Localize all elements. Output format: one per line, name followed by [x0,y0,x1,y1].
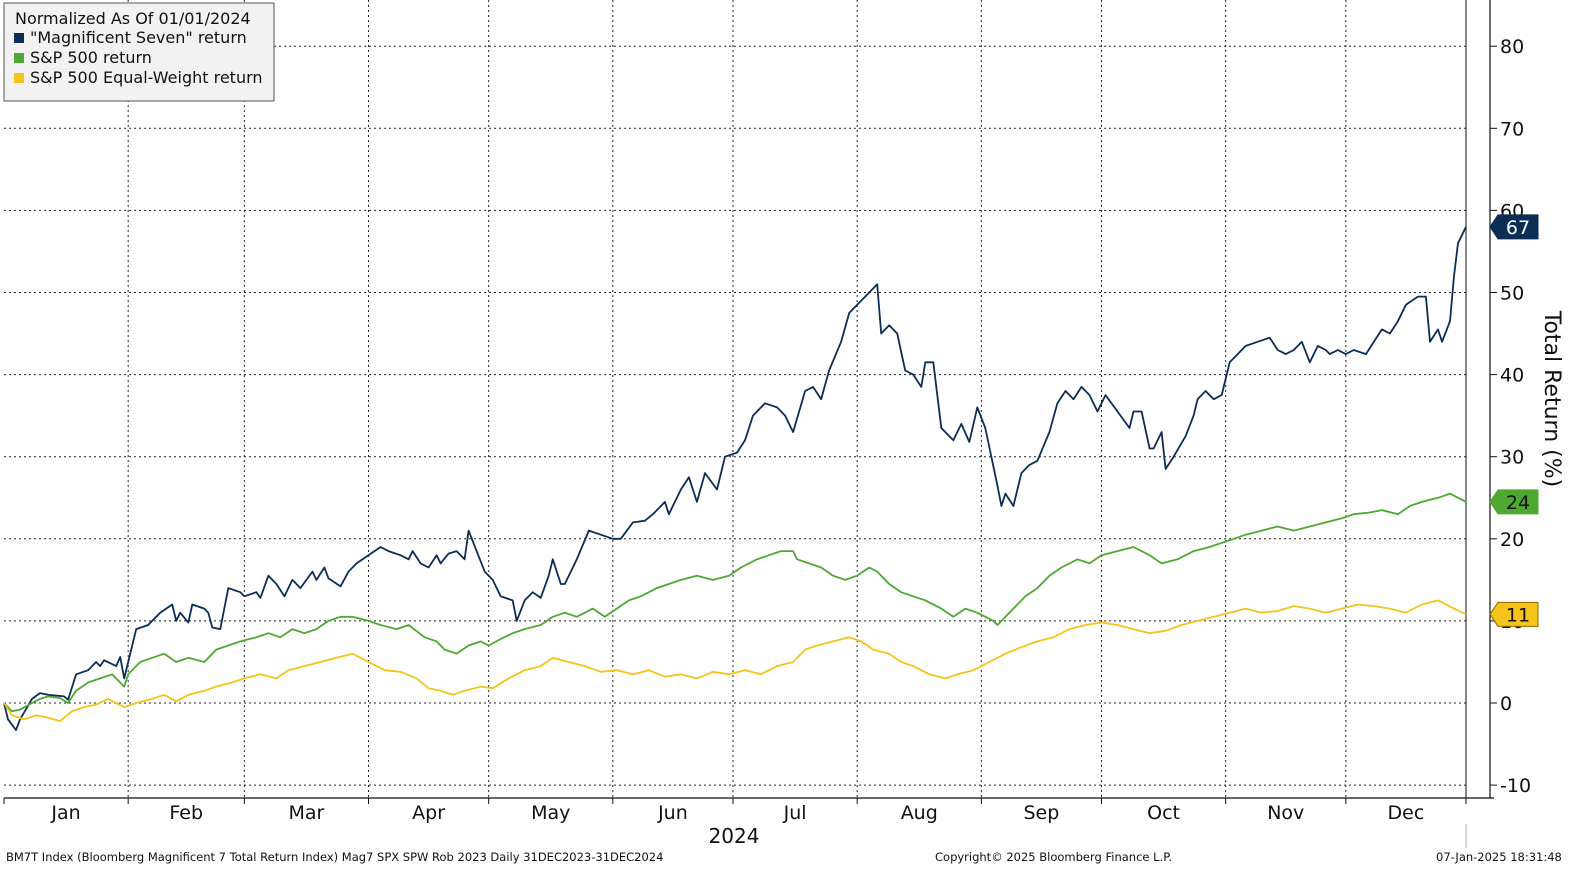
legend-entry: S&P 500 return [30,48,152,67]
series-line-2 [3,492,1467,713]
legend-swatch [14,73,24,83]
y-tick-label: 50 [1500,283,1524,305]
end-value-label: 11 [1506,604,1530,626]
x-tick-label: Aug [901,802,938,824]
legend-swatch [14,53,24,63]
y-tick-label: 70 [1500,118,1524,140]
footer-source: BM7T Index (Bloomberg Magnificent 7 Tota… [6,850,664,864]
y-tick-label: -10 [1500,775,1531,797]
x-axis-label: 2024 [709,824,760,848]
x-tick-label: Dec [1388,802,1425,824]
x-tick-label: Mar [288,802,324,824]
x-tick-label: Feb [169,802,203,824]
end-value-label: 24 [1506,492,1530,514]
legend-box [3,2,275,102]
legend-entry: "Magnificent Seven" return [30,28,247,47]
footer-timestamp: 07-Jan-2025 18:31:48 [1436,850,1562,864]
series-line-1 [3,226,1467,731]
y-axis-label: Total Return (%) [1539,310,1564,487]
y-tick-label: 40 [1500,365,1524,387]
x-tick-label: Oct [1147,802,1180,824]
end-value-tag-bg [1489,601,1539,627]
x-tick-label: Sep [1024,802,1060,824]
footer-copyright: Copyright© 2025 Bloomberg Finance L.P. [935,850,1172,864]
end-value-tag-bg [1489,214,1539,240]
x-tick-label: May [531,802,570,824]
legend-swatch [14,33,24,43]
x-tick-label: Nov [1267,802,1304,824]
end-value-tag-bg [1489,489,1539,515]
y-tick-label: 30 [1500,447,1524,469]
x-tick-label: Jan [50,802,80,824]
y-tick-label: 0 [1500,693,1512,715]
legend-entry: S&P 500 Equal-Weight return [30,68,263,87]
series-line-3 [3,599,1467,722]
x-tick-label: Jun [657,802,688,824]
y-tick-label: 20 [1500,529,1524,551]
y-tick-label: 80 [1500,36,1524,58]
x-tick-label: Apr [412,802,445,824]
end-value-label: 67 [1506,217,1530,239]
x-tick-label: Jul [783,802,807,824]
legend-title: Normalized As Of 01/01/2024 [15,9,251,28]
